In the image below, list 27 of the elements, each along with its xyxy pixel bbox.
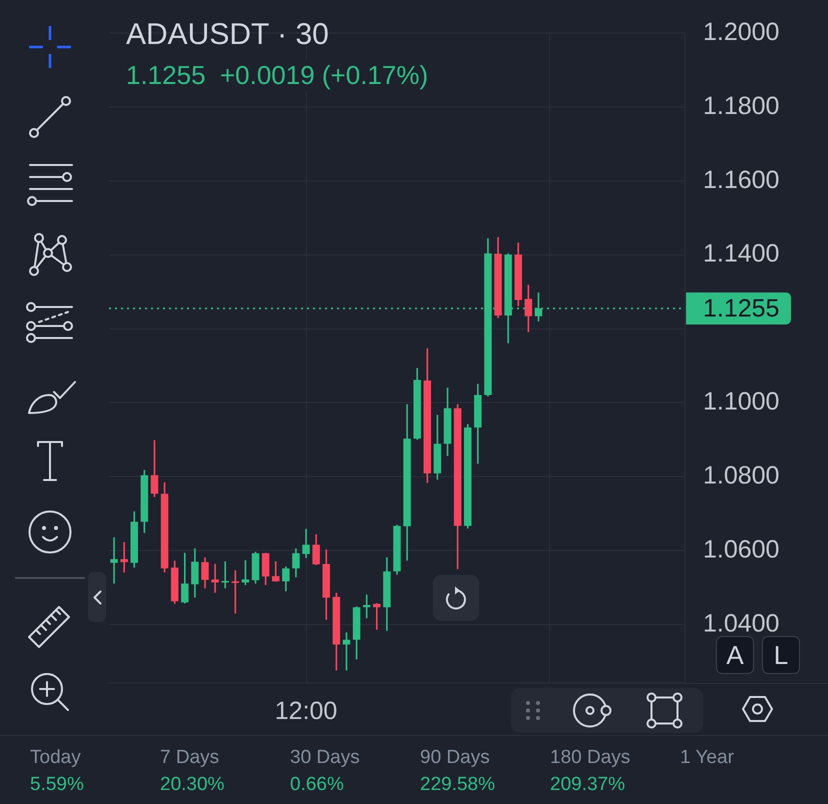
y-tick-label: 1.1400 [703, 240, 780, 268]
y-tick-label: 1.0800 [703, 462, 780, 490]
text: 20.30% [160, 774, 224, 796]
text: 30 Days [290, 747, 360, 769]
toggle-button: A [716, 636, 754, 674]
text: 0.66% [290, 774, 344, 796]
y-tick-label: 1.1600 [703, 166, 780, 194]
toggle-button: L [762, 636, 800, 674]
text: 1.1255 +0.0019 (+0.17%) [126, 60, 432, 91]
text: 5.59% [30, 774, 84, 796]
text: 90 Days [420, 747, 490, 769]
y-tick-label: 1.0400 [703, 609, 780, 638]
ref-line-label: 1.1255 [703, 294, 780, 322]
text: 7 Days [160, 747, 220, 769]
candlestick [342, 632, 350, 670]
y-tick-label: 1.1000 [703, 388, 780, 416]
x-tick-label: 12:00 [274, 696, 338, 725]
chart-title: ADAUSDT · 30 [126, 18, 329, 52]
text: Today [30, 747, 81, 769]
y-tick-label: 1.0600 [703, 536, 780, 564]
text: 229.58% [420, 774, 496, 796]
y-tick-label: 1.2000 [703, 18, 780, 46]
text: 209.37% [550, 774, 626, 796]
y-tick-label: 1.1800 [703, 92, 780, 120]
candlestick [232, 570, 240, 614]
text: 180 Days [550, 747, 630, 769]
text: 1 Year [680, 747, 734, 769]
